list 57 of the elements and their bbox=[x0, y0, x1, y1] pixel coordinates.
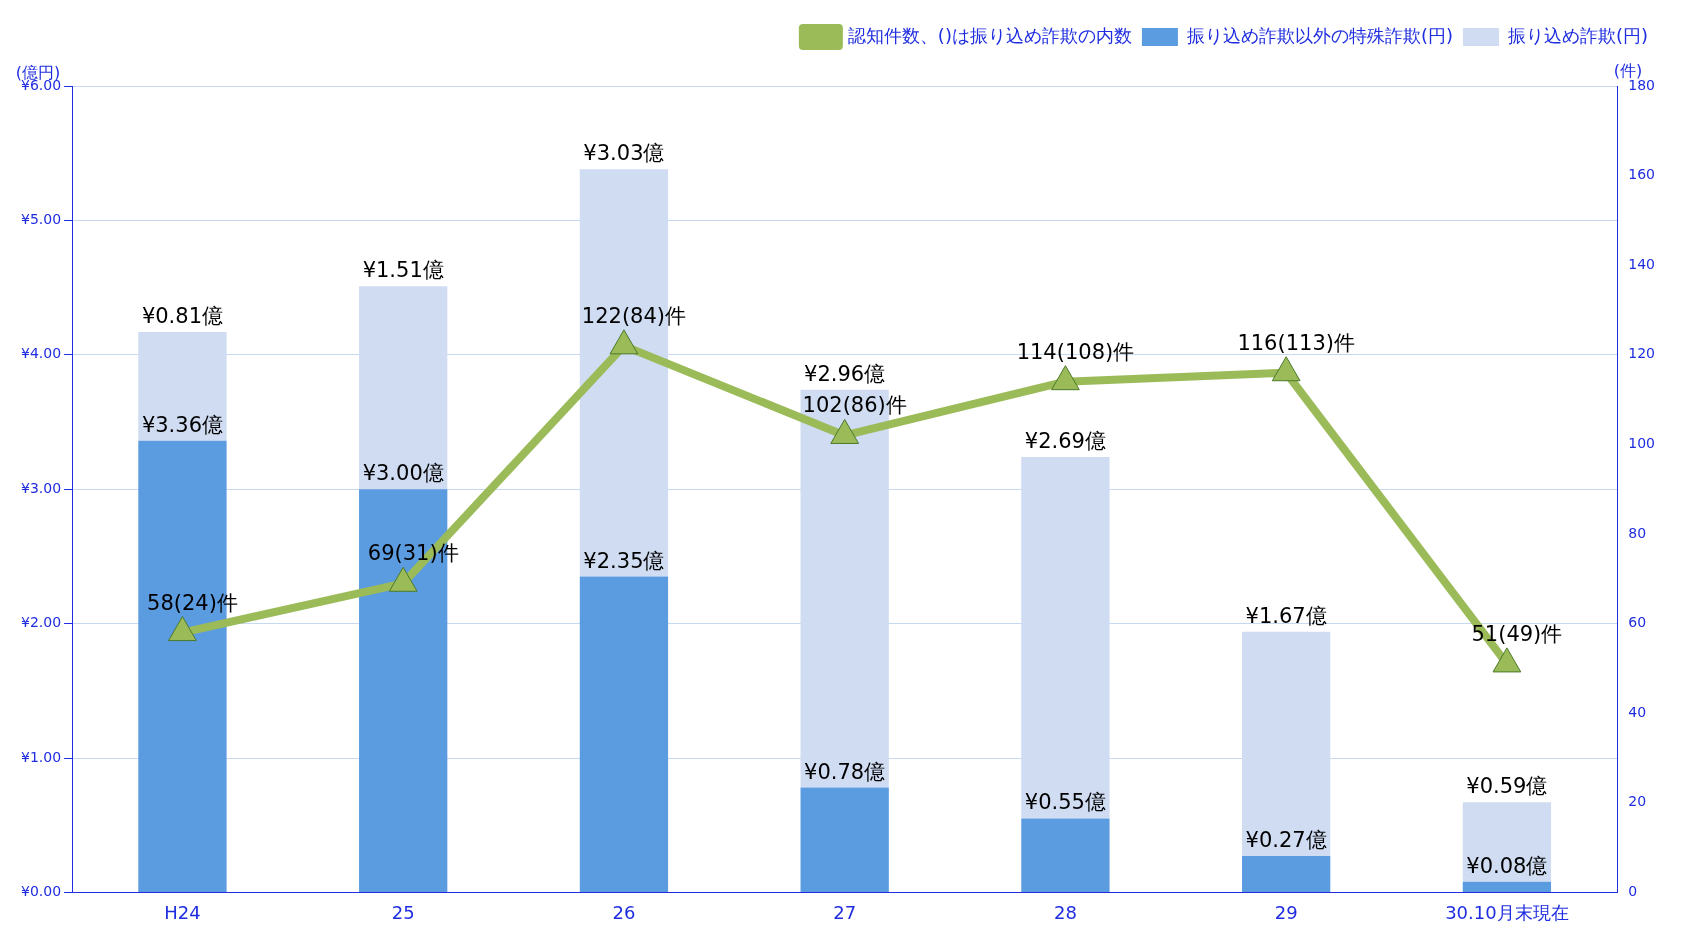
data-label: ¥0.59億 bbox=[1466, 774, 1548, 799]
y2-tick-label: 0 bbox=[1628, 883, 1638, 900]
data-label: ¥0.78億 bbox=[804, 759, 886, 784]
bar bbox=[1462, 881, 1552, 892]
data-label: 102(86)件 bbox=[802, 393, 907, 418]
point bbox=[168, 616, 197, 642]
legend-label: 振り込め詐欺(円) bbox=[1507, 24, 1648, 46]
data-label: 114(108)件 bbox=[1016, 339, 1135, 364]
data-label: ¥0.81億 bbox=[141, 303, 224, 328]
legend-label: 認知件数、()は振り込め詐欺の内数 bbox=[847, 24, 1132, 46]
y-tick-label: ¥1.00 bbox=[20, 748, 62, 765]
x-tick-label: 26 bbox=[612, 901, 636, 923]
x-tick-label: 28 bbox=[1053, 901, 1077, 923]
data-label: ¥3.00億 bbox=[362, 461, 444, 486]
y2-tick-label: 160 bbox=[1628, 166, 1656, 183]
point bbox=[388, 566, 418, 592]
y2-axis-title: (件) bbox=[1613, 61, 1643, 81]
y-tick-label: ¥4.00 bbox=[20, 345, 62, 362]
y-tick-label: ¥3.00 bbox=[20, 479, 62, 496]
y-tick-label: ¥5.00 bbox=[20, 211, 62, 228]
data-label: 122(84)件 bbox=[581, 303, 687, 328]
data-label: 116(113)件 bbox=[1237, 330, 1355, 355]
data-label: ¥2.69億 bbox=[1024, 428, 1106, 453]
data-label: ¥3.36億 bbox=[141, 412, 224, 437]
data-label: ¥0.55億 bbox=[1024, 790, 1106, 815]
y2-tick-label: 120 bbox=[1628, 345, 1656, 362]
point bbox=[609, 329, 639, 355]
data-label: ¥3.03億 bbox=[583, 141, 665, 166]
y2-tick-label: 100 bbox=[1628, 435, 1656, 452]
data-label: ¥0.08億 bbox=[1466, 853, 1548, 878]
bar bbox=[579, 576, 669, 892]
data-label: ¥1.51億 bbox=[362, 258, 444, 283]
data-label: ¥1.67億 bbox=[1245, 603, 1327, 628]
legend-label: 振り込め詐欺以外の特殊詐欺(円) bbox=[1186, 24, 1453, 46]
y2-tick-label: 60 bbox=[1628, 614, 1647, 631]
bar bbox=[1021, 818, 1110, 892]
point bbox=[1492, 647, 1522, 673]
y2-tick-label: 20 bbox=[1628, 793, 1647, 810]
x-tick-label: 30.10月末現在 bbox=[1445, 901, 1569, 923]
point bbox=[1271, 356, 1301, 382]
data-label: ¥2.35億 bbox=[583, 548, 665, 573]
point bbox=[830, 418, 860, 444]
y2-tick-label: 40 bbox=[1628, 703, 1647, 720]
point bbox=[1051, 365, 1080, 391]
x-tick-label: 29 bbox=[1274, 901, 1298, 923]
bar bbox=[1462, 802, 1552, 882]
x-tick-label: 25 bbox=[391, 901, 415, 923]
data-label: ¥2.96億 bbox=[804, 361, 886, 386]
y-tick-label: ¥2.00 bbox=[20, 614, 62, 631]
x-tick-label: H24 bbox=[164, 901, 201, 923]
y2-tick-label: 140 bbox=[1628, 255, 1656, 272]
y-tick-label: ¥0.00 bbox=[20, 883, 62, 900]
bar bbox=[1242, 856, 1331, 892]
x-tick-label: 27 bbox=[833, 901, 857, 923]
y2-tick-label: 80 bbox=[1628, 524, 1647, 541]
data-label: ¥0.27億 bbox=[1245, 828, 1327, 853]
bar bbox=[800, 787, 889, 892]
